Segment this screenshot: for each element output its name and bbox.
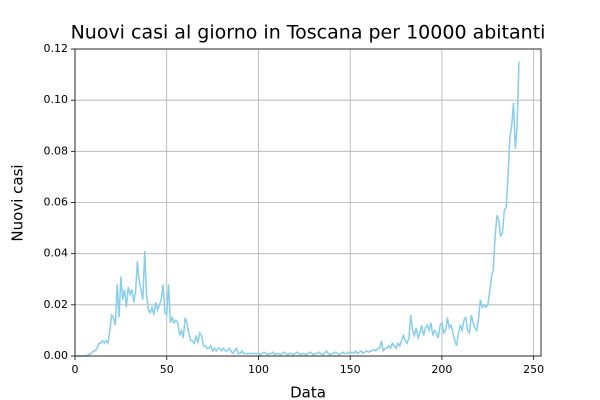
x-tick-label: 100 — [248, 363, 269, 376]
y-tick-label: 0.06 — [44, 196, 69, 209]
y-tick-label: 0.08 — [44, 144, 69, 157]
chart-title: Nuovi casi al giorno in Toscana per 1000… — [71, 22, 546, 44]
data-line — [75, 61, 520, 357]
x-tick-label: 0 — [72, 363, 79, 376]
y-tick-label: 0.04 — [44, 247, 69, 260]
y-tick-label: 0.00 — [44, 349, 69, 362]
x-tick-label: 150 — [340, 363, 361, 376]
y-tick-label: 0.02 — [44, 298, 69, 311]
plot-frame — [74, 48, 542, 357]
x-tick-label: 50 — [160, 363, 174, 376]
x-tick-label: 250 — [523, 363, 544, 376]
y-axis-label: Nuovi casi — [9, 164, 27, 241]
x-axis-label: Data — [290, 384, 326, 400]
y-tick-label: 0.12 — [44, 42, 69, 55]
x-tick-label: 200 — [431, 363, 452, 376]
y-tick-label: 0.10 — [44, 93, 69, 106]
